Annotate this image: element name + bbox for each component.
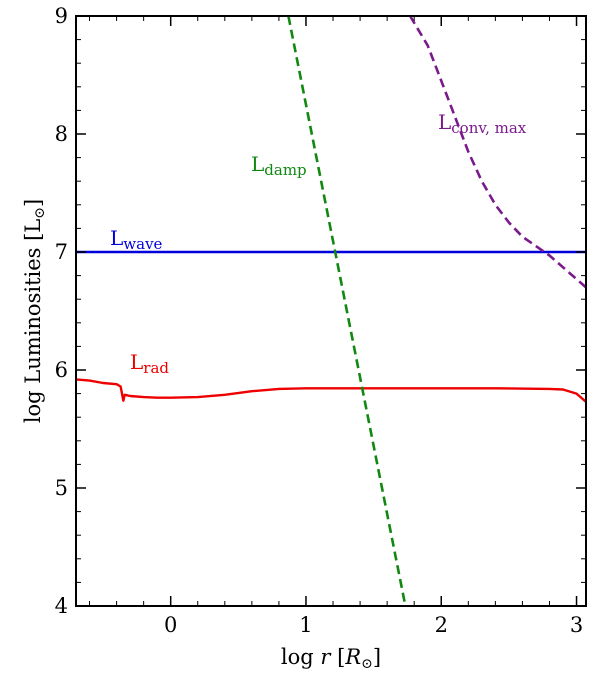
series-label-main: L (110, 226, 123, 250)
x-tick-label: 0 (164, 613, 177, 637)
x-axis-title-close: ] (373, 645, 381, 669)
x-axis-title-prefix: log (281, 645, 320, 669)
series-line-l-damp (287, 16, 407, 606)
y-tick-label: 9 (55, 4, 68, 28)
series-label-l-conv-max: Lconv, max (438, 110, 527, 137)
series-group (76, 16, 586, 606)
series-label-main: L (438, 110, 451, 134)
y-tick-label: 5 (55, 476, 68, 500)
x-tick-label: 1 (299, 613, 312, 637)
x-tick-label: 2 (435, 613, 448, 637)
series-label-l-damp: Ldamp (251, 152, 307, 179)
ticks-group: 0 1 2 3 4 5 6 7 8 9 (55, 4, 586, 637)
y-tick-label: 8 (55, 122, 68, 146)
x-axis-title-unit: R (344, 645, 361, 669)
y-tick-label: 6 (55, 358, 68, 382)
x-axis-title-open: [ (330, 645, 345, 669)
series-label-main: L (130, 350, 143, 374)
series-label-main: L (251, 152, 264, 176)
y-axis-title-main: log Luminosities [L (21, 219, 45, 423)
x-axis-title-sub: ⊙ (361, 656, 373, 672)
series-label-sub: damp (264, 161, 306, 179)
y-axis-title-sub: ⊙ (32, 207, 48, 219)
y-tick-label: 7 (55, 240, 68, 264)
plot-frame (75, 15, 587, 607)
series-label-sub: conv, max (451, 119, 526, 137)
series-line-l-conv-max (408, 16, 586, 289)
y-axis-title: log Luminosities [L⊙] (21, 199, 48, 423)
x-axis-title: log r [R⊙] (281, 645, 381, 672)
x-axis-title-var: r (320, 645, 332, 669)
series-line-l-rad (76, 378, 586, 403)
series-label-l-rad: Lrad (130, 350, 169, 377)
y-axis-title-close: ] (21, 199, 45, 207)
series-label-sub: rad (143, 359, 169, 377)
series-label-sub: wave (123, 235, 162, 253)
y-tick-label: 4 (55, 594, 68, 618)
series-label-l-wave: Lwave (110, 226, 163, 253)
x-tick-label: 3 (570, 613, 583, 637)
